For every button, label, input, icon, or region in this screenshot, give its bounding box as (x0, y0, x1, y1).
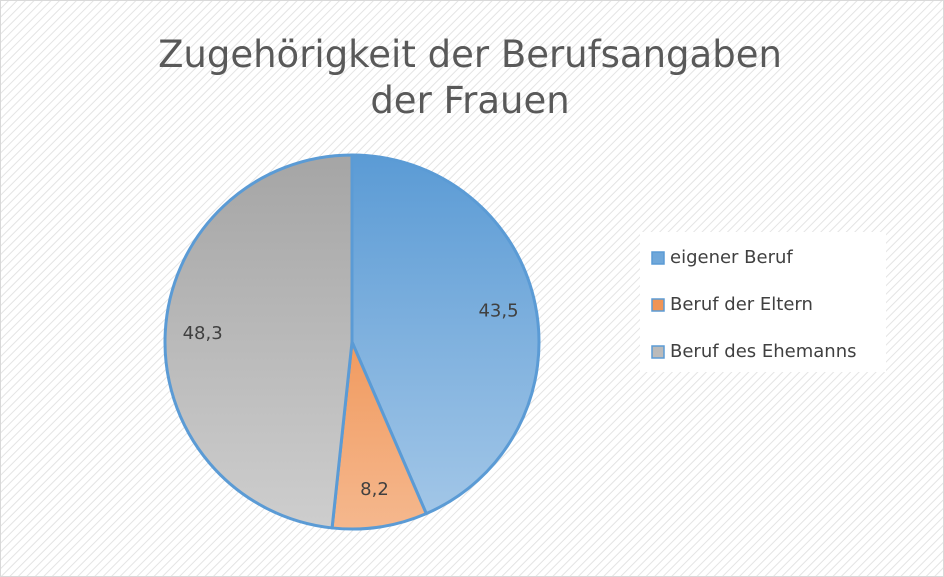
pie-slice (163, 153, 354, 530)
legend-label: Beruf des Ehemanns (670, 341, 857, 362)
data-label: 43,5 (478, 301, 518, 322)
legend-label: Beruf der Eltern (670, 294, 813, 315)
legend-box (640, 232, 886, 372)
pie-slice (330, 340, 428, 531)
data-label: 48,3 (183, 323, 223, 344)
legend-marker (651, 298, 665, 312)
data-label: 8,2 (360, 479, 389, 500)
legend-marker (651, 345, 665, 359)
legend-marker (651, 251, 665, 265)
chart-title: Zugehörigkeit der Berufsangaben der Frau… (158, 33, 782, 122)
legend-label: eigener Beruf (670, 247, 793, 268)
pie-slice (350, 153, 541, 516)
